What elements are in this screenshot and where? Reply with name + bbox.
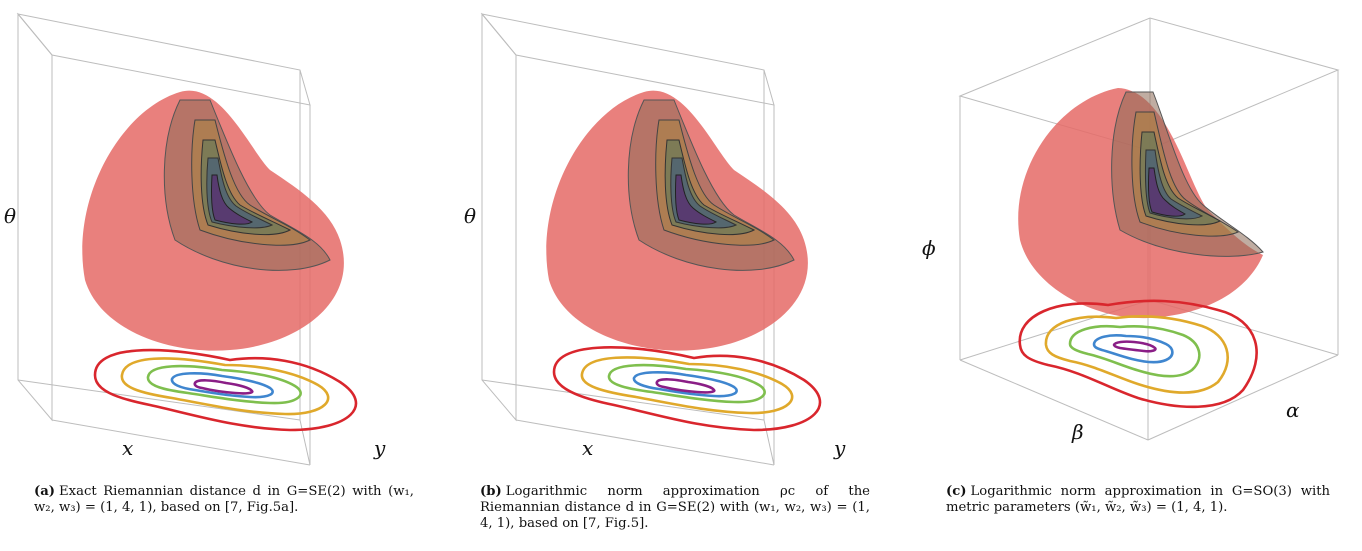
caption-c: (c) Logarithmic norm approximation in G=S… (946, 484, 1330, 516)
figure-panel-b: θ x y (b) Logarithmic norm approximation … (454, 0, 908, 551)
contour-level-5 (193, 379, 254, 395)
contour-level-4 (1092, 334, 1174, 364)
contour-plot-c (1018, 299, 1258, 409)
inner-surface-b-1 (627, 99, 795, 271)
axis-label-left-a: x (122, 436, 134, 460)
contour-level-5 (1112, 340, 1157, 353)
axis-label-right-b: y (834, 436, 846, 460)
contour-level-1 (1018, 299, 1258, 409)
caption-tag-c: (c) (946, 484, 967, 499)
contour-level-2 (120, 357, 330, 416)
caption-tag-a: (a) (34, 484, 56, 499)
contour-level-2 (1044, 314, 1229, 394)
contour-plot-b (552, 346, 822, 432)
axis-label-left-c: β (1072, 420, 1084, 444)
contour-level-5 (655, 378, 716, 394)
caption-text-a: Exact Riemannian distance d in G=SE(2) w… (34, 484, 414, 515)
plot-3d-a (16, 12, 358, 466)
contour-level-3 (146, 364, 302, 405)
bounding-box-b (480, 12, 775, 466)
axis-label-vertical-b: θ (464, 204, 477, 228)
contour-level-3 (1068, 325, 1201, 378)
caption-b: (b) Logarithmic norm approximation ρc of … (480, 484, 870, 532)
caption-text-b: Logarithmic norm approximation ρc of the… (480, 484, 870, 531)
contour-level-1 (93, 348, 358, 432)
caption-text-c: Logarithmic norm approximation in G=SO(3… (946, 484, 1330, 515)
axis-label-right-c: α (1286, 398, 1300, 422)
contour-level-4 (170, 372, 274, 399)
axis-label-right-a: y (374, 436, 386, 460)
axis-label-vertical-a: θ (4, 204, 17, 228)
contour-level-3 (607, 363, 766, 404)
caption-tag-b: (b) (480, 484, 502, 499)
contour-plot-a (93, 348, 358, 432)
contour-level-4 (632, 371, 738, 398)
inner-surface-a-5 (210, 174, 253, 225)
inner-surface-c-5 (1147, 167, 1186, 217)
axis-label-left-b: x (582, 436, 594, 460)
figure-panel-a: θ x y (a) Exact Riemannian distance d in … (0, 0, 450, 551)
axis-label-vertical-c: ϕ (922, 236, 936, 260)
inner-surface-a-1 (163, 99, 331, 271)
contour-level-2 (580, 356, 794, 415)
plot-3d-b (480, 12, 822, 466)
plot-3d-c (958, 17, 1340, 441)
caption-a: (a) Exact Riemannian distance d in G=SE(2… (34, 484, 414, 516)
contour-level-1 (552, 346, 822, 432)
figure-panel-c: ϕ β α (c) Logarithmic norm approximation … (908, 0, 1362, 551)
inner-surface-b-5 (674, 174, 717, 225)
